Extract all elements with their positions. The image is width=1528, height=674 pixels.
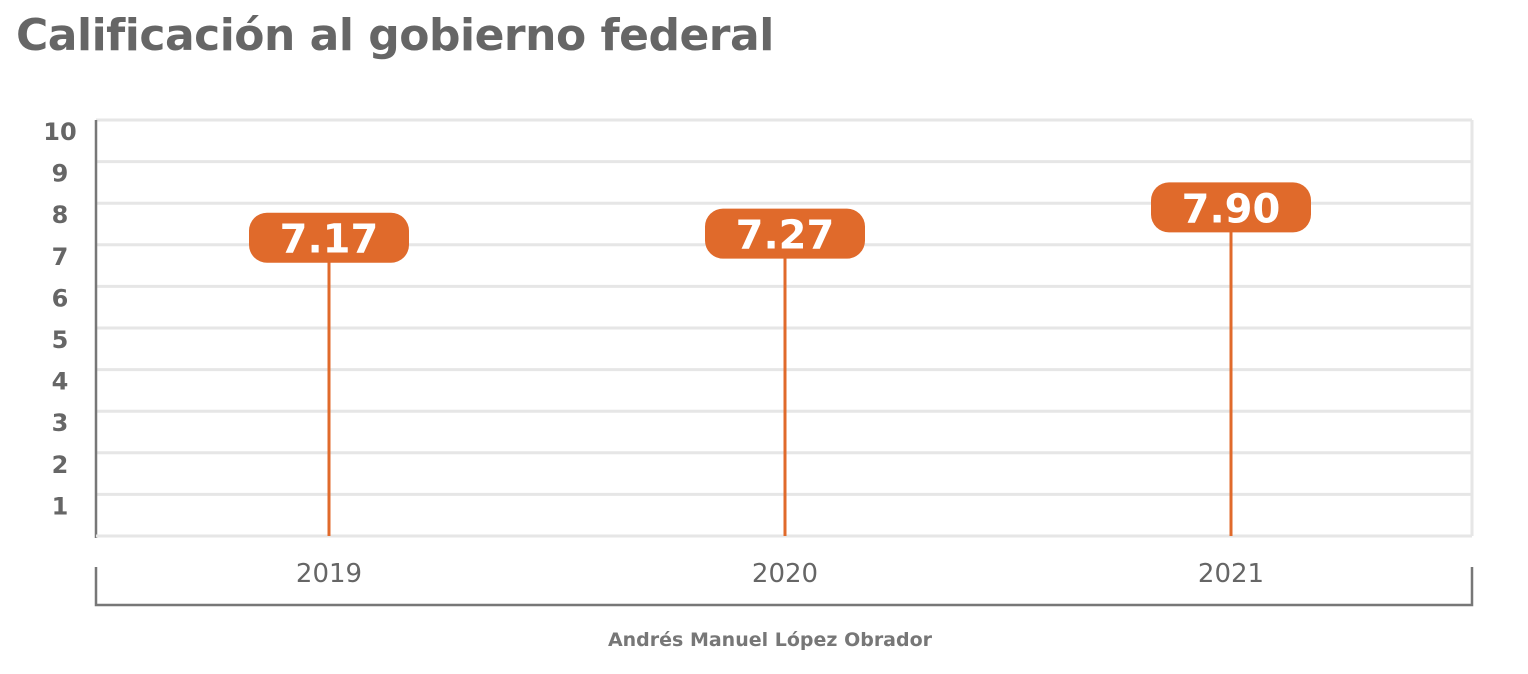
y-tick-labels: 1 2 3 4 5 6 7 8 9 10: [43, 118, 76, 520]
x-tick-labels: 2019 2020 2021: [296, 559, 1264, 589]
y-tick-label: 2: [52, 451, 69, 479]
x-tick-label: 2020: [752, 559, 818, 589]
y-tick-label: 3: [52, 409, 69, 437]
y-tick-label: 1: [52, 492, 69, 520]
y-tick-label: 10: [43, 118, 76, 146]
y-tick-label: 6: [52, 284, 69, 312]
y-tick-label: 8: [52, 201, 69, 229]
y-tick-label: 9: [52, 160, 69, 188]
lollipop-stems: [327, 207, 1233, 536]
value-marker: [249, 212, 409, 263]
y-tick-label: 4: [52, 368, 69, 396]
group-bracket: [94, 567, 1474, 607]
lollipop-markers: 7.17 7.27 7.90: [249, 182, 1311, 263]
bracket-line: [94, 567, 1474, 607]
x-tick-label: 2021: [1198, 559, 1264, 589]
value-marker: [1151, 182, 1311, 233]
y-tick-label: 7: [52, 243, 69, 271]
y-tick-label: 5: [52, 326, 69, 354]
chart-title: Calificación al gobierno federal: [16, 10, 774, 61]
x-tick-label: 2019: [296, 559, 362, 589]
value-label: 7.27: [736, 213, 835, 259]
group-label: Andrés Manuel López Obrador: [608, 629, 933, 651]
value-marker: [705, 208, 865, 259]
value-label: 7.17: [280, 217, 379, 263]
value-label: 7.90: [1182, 186, 1281, 232]
